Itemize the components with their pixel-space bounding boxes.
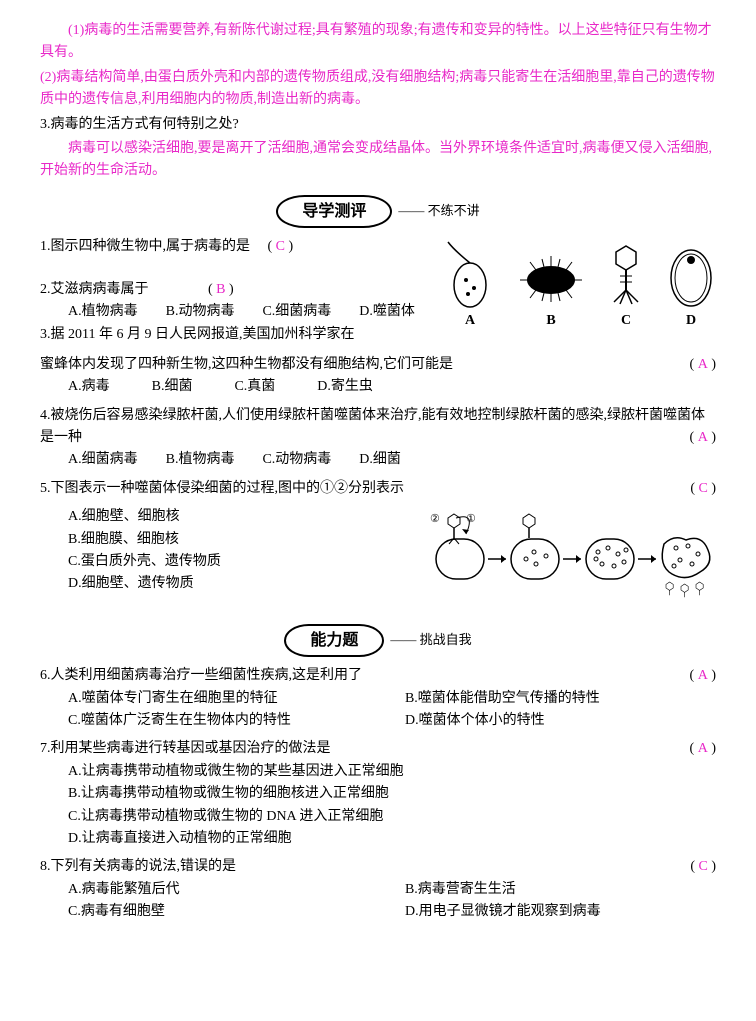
q8-optA: A.病毒能繁殖后代 [68,879,405,901]
banner-title-1: 导学测评 [276,195,392,229]
banner-study-test: 导学测评 —— 不练不讲 [40,195,716,229]
q8-options-row2: C.病毒有细胞壁 D.用电子显微镜才能观察到病毒 [40,901,716,923]
q6-answer: A [698,668,708,683]
q4-text: 4.被烧伤后容易感染绿脓杆菌,人们使用绿脓杆菌噬菌体来治疗,能有效地控制绿脓杆菌… [40,408,705,445]
q8-optB: B.病毒营寄生生活 [405,879,516,901]
banner-tail-2: —— 挑战自我 [384,630,471,651]
q3-stem-line2: 蜜蜂体内发现了四种新生物,这四种生物都没有细胞结构,它们可能是 ( A ) [40,354,716,376]
q7-text: 7.利用某些病毒进行转基因或基因治疗的做法是 [40,741,331,756]
q2-stem: 2.艾滋病病毒属于 ( B ) [40,279,716,301]
q3-answer: A [698,357,708,372]
q1-text: 1.图示四种微生物中,属于病毒的是 [40,239,250,254]
banner-tail-1: —— 不练不讲 [392,201,479,222]
banner-title-2: 能力题 [284,624,384,658]
q1-answer: C [276,239,285,254]
q6-options-row2: C.噬菌体广泛寄生在生物体内的特性 D.噬菌体个体小的特性 [40,710,716,732]
svg-text:①: ① [466,513,476,525]
intro-p3-answer: 病毒可以感染活细胞,要是离开了活细胞,通常会变成结晶体。当外界环境条件适宜时,病… [40,138,716,183]
label-A: A [444,310,496,332]
q1-stem: 1.图示四种微生物中,属于病毒的是 ( C ) [40,236,716,258]
q6-optC: C.噬菌体广泛寄生在生物体内的特性 [68,710,405,732]
q5-text: 5.下图表示一种噬菌体侵染细菌的过程,图中的①②分别表示 [40,481,404,496]
q6-optA: A.噬菌体专门寄生在细胞里的特征 [68,688,405,710]
q4-answer: A [698,430,708,445]
q7-optC: C.让病毒携带动植物或微生物的 DNA 进入正常细胞 [40,806,716,828]
q8-optD: D.用电子显微镜才能观察到病毒 [405,901,601,923]
q7-optA: A.让病毒携带动植物或微生物的某些基因进入正常细胞 [40,761,716,783]
q6-optD: D.噬菌体个体小的特性 [405,710,545,732]
q6-text: 6.人类利用细菌病毒治疗一些细菌性疾病,这是利用了 [40,668,362,683]
q3-text2: 蜜蜂体内发现了四种新生物,这四种生物都没有细胞结构,它们可能是 [40,357,453,372]
q7-optD: D.让病毒直接进入动植物的正常细胞 [40,828,716,850]
banner-ability: 能力题 —— 挑战自我 [40,624,716,658]
svg-text:②: ② [430,513,440,525]
q8-stem: 8.下列有关病毒的说法,错误的是 ( C ) [40,856,716,878]
q6-optB: B.噬菌体能借助空气传播的特性 [405,688,600,710]
q4-stem: 4.被烧伤后容易感染绿脓杆菌,人们使用绿脓杆菌噬菌体来治疗,能有效地控制绿脓杆菌… [40,405,716,450]
q2-answer: B [216,282,225,297]
label-C: C [606,310,646,332]
q7-stem: 7.利用某些病毒进行转基因或基因治疗的做法是 ( A ) [40,738,716,760]
intro-p1: (1)病毒的生活需要营养,有新陈代谢过程;具有繁殖的现象;有遗传和变异的特性。以… [40,20,716,65]
q8-text: 8.下列有关病毒的说法,错误的是 [40,859,236,874]
q3-options: A.病毒 B.细菌 C.真菌 D.寄生虫 [40,376,716,398]
label-D: D [666,310,716,332]
q7-optB: B.让病毒携带动植物或微生物的细胞核进入正常细胞 [40,783,716,805]
label-B: B [516,310,586,332]
q2-text: 2.艾滋病病毒属于 [40,282,149,297]
q5-diagram: ② ① [416,504,716,607]
q5-stem: 5.下图表示一种噬菌体侵染细菌的过程,图中的①②分别表示 ( C ) [40,478,716,500]
q7-answer: A [698,741,708,756]
q8-options-row1: A.病毒能繁殖后代 B.病毒营寄生生活 [40,879,716,901]
intro-p3-question: 3.病毒的生活方式有何特别之处? [40,114,716,136]
q5-answer: C [698,481,707,496]
q4-options: A.细菌病毒 B.植物病毒 C.动物病毒 D.细菌 [40,449,716,471]
q8-answer: C [698,859,707,874]
q8-optC: C.病毒有细胞壁 [68,901,405,923]
q6-stem: 6.人类利用细菌病毒治疗一些细菌性疾病,这是利用了 ( A ) [40,665,716,687]
intro-p2: (2)病毒结构简单,由蛋白质外壳和内部的遗传物质组成,没有细胞结构;病毒只能寄生… [40,67,716,112]
q6-options-row1: A.噬菌体专门寄生在细胞里的特征 B.噬菌体能借助空气传播的特性 [40,688,716,710]
